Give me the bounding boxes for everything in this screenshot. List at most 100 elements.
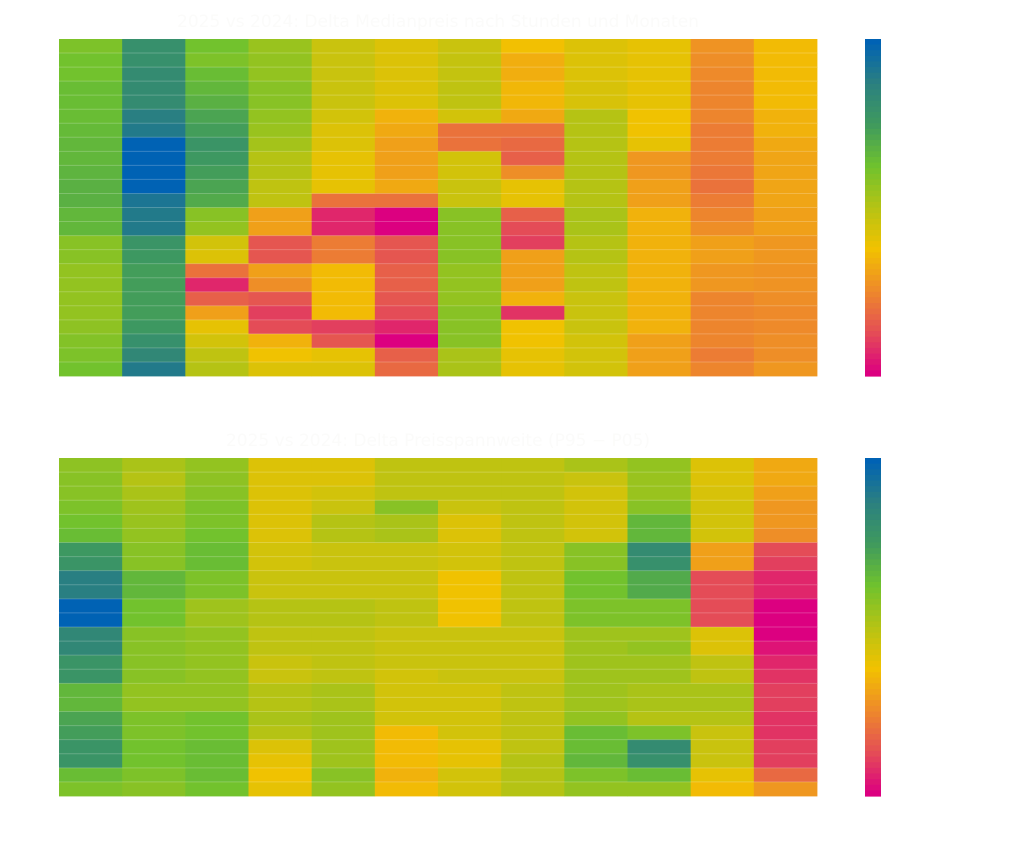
heatmap-cell [564,81,628,96]
colorbar-segment [865,688,881,696]
heatmap-cell [438,193,502,208]
heatmap-cell [311,458,376,473]
heatmap-cell [185,781,249,797]
heatmap-cell [248,767,313,783]
heatmap-cell [374,697,439,712]
heatmap-cell [627,612,692,628]
colorbar-segment [865,100,881,107]
heatmap-cell [185,598,249,614]
heatmap-cell [185,361,249,377]
heatmap-cell [311,235,376,251]
colorbar-segment [865,615,881,622]
heatmap-cell [564,655,628,670]
heatmap-cell [248,333,313,349]
heatmap-cell [122,781,186,797]
colorbar-segment [865,61,881,68]
heatmap-cell [311,179,376,194]
heatmap-cell [753,781,818,797]
colorbar-segment [865,246,881,254]
heatmap-cell [185,697,249,712]
heatmap-cell [311,472,376,487]
heatmap-cell [501,277,565,293]
heatmap-cell [248,528,313,543]
colorbar-segment [865,162,881,169]
heatmap-cell [438,739,502,755]
heatmap-cell [753,683,818,698]
heatmap-cell [438,305,502,321]
heatmap-cell [627,781,692,797]
heatmap-cell [185,221,249,236]
heatmap-cell [311,221,376,236]
colorbar-segment [865,553,881,560]
colorbar-segment [865,269,881,276]
colorbar-segment [865,756,881,763]
heatmap-cell [374,612,439,628]
heatmap-cell [122,641,186,656]
colorbar-segment [865,474,881,482]
heatmap-cell [374,95,439,110]
heatmap-cell [311,81,376,96]
colorbar [865,458,881,797]
colorbar-segment [865,463,881,470]
heatmap-cell [311,67,376,82]
heatmap-cell [564,500,628,515]
heatmap-cell [564,53,628,68]
heatmap-cell [311,655,376,670]
colorbar-segment [865,207,881,214]
heatmap-cell [690,39,755,54]
heatmap-cell [501,151,565,166]
heatmap-cell [185,528,249,543]
heatmap-cell [753,767,818,783]
heatmap-cell [753,81,818,96]
heatmap-cell [753,137,818,152]
heatmap-cell [374,486,439,501]
colorbar-segment [865,638,881,645]
heatmap-cell [122,207,186,222]
colorbar-segment [865,649,881,656]
heatmap-cell [438,221,502,236]
heatmap-cell [248,221,313,236]
heatmap-cell [248,697,313,712]
heatmap-cell [248,81,313,96]
heatmap-cell [59,472,123,487]
heatmap-cell [185,753,249,769]
heatmap-cell [753,319,818,335]
heatmap-cell [185,347,249,363]
heatmap-cell [59,39,123,54]
heatmap-cell [438,361,502,377]
heatmap-cell [627,486,692,501]
heatmap-cell [438,81,502,96]
heatmap-cell [248,500,313,515]
heatmap-cell [753,598,818,614]
heatmap-cell [501,109,565,124]
colorbar [865,39,881,377]
heatmap-cell [753,584,818,600]
heatmap-cell [438,291,502,307]
colorbar-segment [865,784,881,791]
heatmap-cell [690,472,755,487]
heatmap-cell [59,95,123,110]
heatmap-cell [122,528,186,543]
heatmap-cell [564,570,628,586]
heatmap-cell [627,739,692,755]
heatmap-cell [564,556,628,572]
colorbar-segment [865,587,881,594]
colorbar-segment [865,643,881,651]
heatmap-cell [311,514,376,529]
colorbar-segment [865,548,881,555]
heatmap-cell [311,347,376,363]
heatmap-cell [248,137,313,152]
heatmap-cell [374,781,439,797]
heatmap-cell [248,95,313,110]
heatmap-cell [438,753,502,769]
heatmap-cell [311,207,376,222]
heatmap-cell [59,556,123,572]
heatmap-cell [248,458,313,473]
heatmap-cell [122,235,186,251]
heatmap-cell [564,123,628,138]
heatmap-cell [374,570,439,586]
colorbar-segment [865,717,881,724]
heatmap-cell [122,767,186,783]
heatmap-cell [438,612,502,628]
heatmap-cell [501,556,565,572]
